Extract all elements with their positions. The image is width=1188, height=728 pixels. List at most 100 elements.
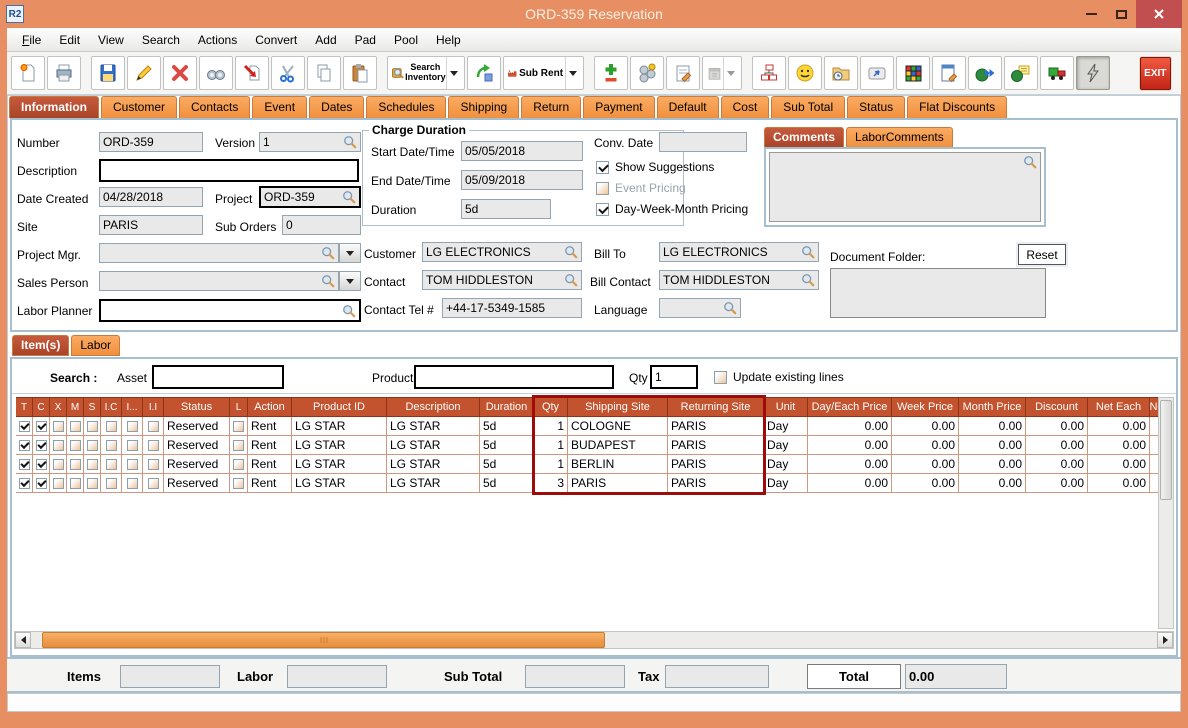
cell-day-price[interactable]: 0.00	[808, 436, 892, 455]
cell-idots[interactable]	[122, 455, 143, 474]
lookup-icon[interactable]	[723, 301, 737, 315]
idots-checkbox[interactable]	[126, 439, 138, 451]
save-button[interactable]	[90, 56, 125, 90]
cell-status[interactable]: Reserved	[164, 417, 230, 436]
x-checkbox[interactable]	[52, 420, 64, 432]
transfer-button[interactable]	[234, 56, 269, 90]
bill-to-input[interactable]	[663, 243, 801, 261]
pool-button[interactable]	[629, 56, 664, 90]
tab-return[interactable]: Return	[521, 96, 582, 118]
end-date-input[interactable]	[465, 171, 579, 189]
quick-action-button[interactable]	[1075, 56, 1110, 90]
l-checkbox[interactable]	[233, 439, 244, 451]
project-input[interactable]	[264, 188, 342, 206]
cell-discount[interactable]: 0.00	[1026, 417, 1088, 436]
description-field[interactable]	[99, 159, 359, 182]
cell-s[interactable]	[84, 455, 101, 474]
ii-checkbox[interactable]	[147, 420, 159, 432]
cell-ii[interactable]	[143, 455, 164, 474]
duration-input[interactable]	[465, 200, 547, 218]
cell-qty[interactable]: 1	[534, 417, 568, 436]
col-header-ii[interactable]: I.I	[143, 397, 164, 417]
cell-discount[interactable]: 0.00	[1026, 455, 1088, 474]
s-checkbox[interactable]	[86, 420, 98, 432]
col-header-qty[interactable]: Qty	[534, 397, 568, 417]
menu-edit[interactable]: Edit	[59, 32, 81, 47]
cell-status[interactable]: Reserved	[164, 474, 230, 493]
cell-description[interactable]: LG STAR	[387, 436, 480, 455]
edit-form-button[interactable]	[931, 56, 966, 90]
cell-ic[interactable]	[101, 474, 122, 493]
contact-tel-input[interactable]	[446, 299, 578, 317]
scroll-left-button[interactable]	[15, 632, 31, 648]
lookup-icon[interactable]	[342, 190, 356, 204]
cell-c[interactable]	[33, 455, 50, 474]
product-search-input[interactable]	[419, 367, 609, 387]
ii-checkbox[interactable]	[147, 477, 159, 489]
col-header-product-id[interactable]: Product ID	[292, 397, 387, 417]
version-field[interactable]	[259, 132, 361, 152]
ii-checkbox[interactable]	[147, 458, 159, 470]
cell-week-price[interactable]: 0.00	[892, 474, 959, 493]
tab-shipping[interactable]: Shipping	[448, 96, 520, 118]
col-header-ic[interactable]: I.C	[101, 397, 122, 417]
qty-field[interactable]	[650, 365, 698, 389]
s-checkbox[interactable]	[86, 439, 98, 451]
new-order-button[interactable]	[11, 56, 45, 90]
language-field[interactable]	[659, 298, 741, 318]
tab-labor-comments[interactable]: LaborComments	[846, 127, 953, 148]
table-row[interactable]: Reserved Rent LG STAR LG STAR 5d 1 BERLI…	[16, 455, 1164, 474]
cell-description[interactable]: LG STAR	[387, 417, 480, 436]
l-checkbox[interactable]	[233, 477, 244, 489]
tab-information[interactable]: Information	[9, 96, 99, 118]
maximize-button[interactable]	[1106, 2, 1136, 26]
tab-schedules[interactable]: Schedules	[366, 96, 447, 118]
show-suggestions-checkbox-row[interactable]: Show Suggestions	[596, 160, 714, 174]
tab-comments[interactable]: Comments	[764, 127, 845, 148]
col-header-shipping-site[interactable]: Shipping Site	[568, 397, 668, 417]
copy-button[interactable]	[306, 56, 341, 90]
vertical-scrollbar-thumb[interactable]	[1160, 400, 1172, 500]
update-lines-checkbox[interactable]	[714, 370, 727, 384]
cell-product-id[interactable]: LG STAR	[292, 436, 387, 455]
ic-checkbox[interactable]	[105, 439, 117, 451]
s-checkbox[interactable]	[86, 458, 98, 470]
cell-description[interactable]: LG STAR	[387, 474, 480, 493]
l-checkbox[interactable]	[233, 420, 244, 432]
find-button[interactable]	[198, 56, 233, 90]
cell-product-id[interactable]: LG STAR	[292, 455, 387, 474]
cell-net-each[interactable]: 0.00	[1088, 474, 1150, 493]
horizontal-scrollbar-thumb[interactable]	[42, 632, 606, 648]
cell-idots[interactable]	[122, 474, 143, 493]
notes-button[interactable]	[665, 56, 700, 90]
table-row[interactable]: Reserved Rent LG STAR LG STAR 5d 3 PARIS…	[16, 474, 1164, 493]
menu-pad[interactable]: Pad	[354, 32, 376, 47]
reset-button[interactable]: Reset	[1018, 244, 1066, 265]
col-header-action[interactable]: Action	[248, 397, 292, 417]
sales-person-input[interactable]	[103, 272, 321, 290]
shortcut-key-button[interactable]	[859, 56, 894, 90]
tab-event[interactable]: Event	[252, 96, 308, 118]
language-input[interactable]	[663, 299, 723, 317]
cell-ic[interactable]	[101, 436, 122, 455]
cell-duration[interactable]: 5d	[480, 474, 534, 493]
contact-input[interactable]	[426, 271, 564, 289]
cell-m[interactable]	[67, 417, 84, 436]
tab-contacts[interactable]: Contacts	[179, 96, 251, 118]
update-lines-checkbox-row[interactable]: Update existing lines	[714, 370, 844, 384]
cell-status[interactable]: Reserved	[164, 455, 230, 474]
duration-field[interactable]	[461, 199, 551, 219]
cell-month-price[interactable]: 0.00	[959, 474, 1026, 493]
col-header-x[interactable]: X	[50, 397, 67, 417]
cell-day-price[interactable]: 0.00	[808, 417, 892, 436]
cell-discount[interactable]: 0.00	[1026, 436, 1088, 455]
cell-product-id[interactable]: LG STAR	[292, 474, 387, 493]
col-header-status[interactable]: Status	[164, 397, 230, 417]
lookup-icon[interactable]	[321, 246, 335, 260]
qty-input[interactable]	[655, 367, 693, 387]
cell-month-price[interactable]: 0.00	[959, 436, 1026, 455]
menu-help[interactable]: Help	[436, 32, 461, 47]
bill-contact-field[interactable]	[659, 270, 819, 290]
t-checkbox[interactable]	[18, 458, 30, 470]
cell-unit[interactable]: Day	[764, 436, 808, 455]
